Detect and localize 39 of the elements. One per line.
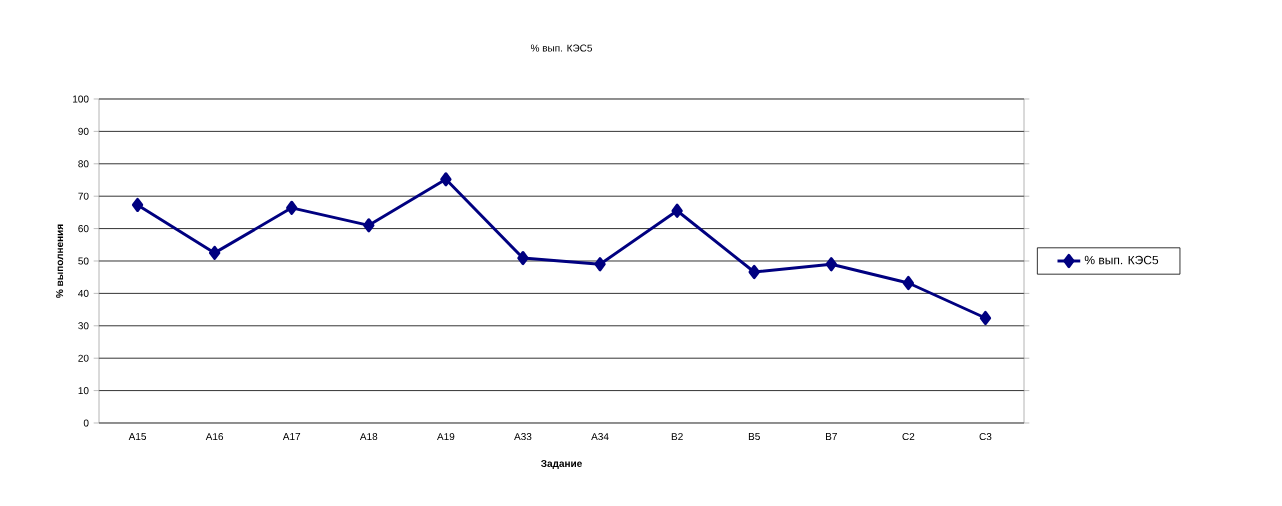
y-tick-label: 40 <box>78 289 89 297</box>
x-tick-label: С3 <box>979 433 992 441</box>
point <box>979 310 992 326</box>
point <box>902 275 915 291</box>
x-tick-label: В7 <box>826 433 837 440</box>
x-axis-title: Задание <box>541 459 582 469</box>
x-tick-label: А15 <box>128 433 147 441</box>
x-tick-label: С2 <box>902 433 915 441</box>
y-tick-label: 90 <box>78 127 89 135</box>
point <box>671 203 683 218</box>
x-tick-label: А19 <box>437 433 455 441</box>
y-tick-label: 0 <box>83 419 89 427</box>
y-tick-label: 50 <box>78 257 89 265</box>
y-tick-label: 100 <box>73 95 89 103</box>
y-tick-label: 80 <box>78 160 89 168</box>
point <box>594 257 606 272</box>
point <box>825 257 837 272</box>
point <box>440 172 452 187</box>
x-tick-label: А17 <box>282 433 301 440</box>
y-tick-label: 60 <box>78 225 89 233</box>
point <box>748 264 760 280</box>
x-tick-label: А16 <box>205 433 224 441</box>
y-tick-label: 70 <box>78 192 89 200</box>
y-axis-title: % выполнения <box>56 224 64 298</box>
x-tick-label: А34 <box>591 433 609 441</box>
point <box>208 245 221 260</box>
x-tick-label: А33 <box>514 433 532 441</box>
y-tick-label: 10 <box>78 387 89 395</box>
point <box>517 251 529 266</box>
point <box>131 197 144 213</box>
x-tick-label: В2 <box>671 433 683 441</box>
legend-label: % вып. КЭС5 <box>1084 255 1159 265</box>
x-tick-label: А18 <box>359 433 378 441</box>
point <box>363 218 375 233</box>
x-tick-label: В5 <box>748 433 760 441</box>
y-tick-label: 30 <box>78 322 89 330</box>
point <box>286 200 298 215</box>
chart-title: % вып. КЭС5 <box>530 44 593 52</box>
y-tick-label: 20 <box>78 354 89 362</box>
